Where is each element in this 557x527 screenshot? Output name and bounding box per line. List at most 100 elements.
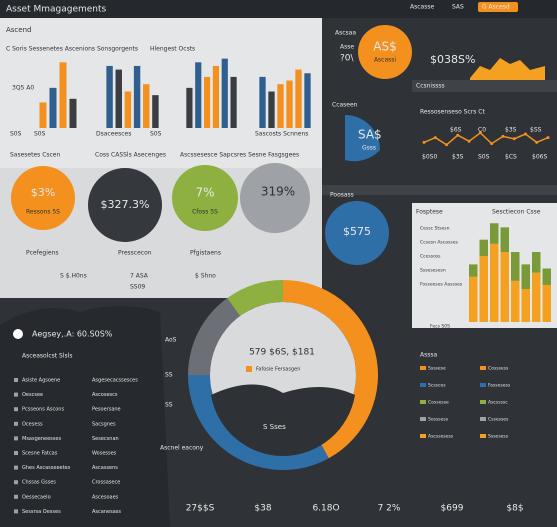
legend-item: Cssesses: [488, 417, 509, 423]
side-label: SS: [165, 402, 173, 409]
panel-title: Ccaseen: [332, 102, 358, 109]
row-label: Scesne Fatcas: [22, 451, 58, 457]
legend-swatch: [420, 366, 426, 370]
line-label: $3S: [505, 127, 517, 134]
bar: [143, 84, 150, 128]
legend-item: Ssssese: [428, 366, 446, 372]
row-label: Oescsee: [22, 392, 43, 398]
bottom-number: 6.18O: [312, 504, 339, 514]
bar: [286, 80, 293, 128]
line-point: [478, 131, 482, 135]
kpi-label: Cfoss 5S: [192, 209, 218, 216]
row-value: Asgesecacssesces: [92, 378, 138, 384]
bar: [277, 84, 284, 128]
list-item: Ccsesn Ascasses: [420, 240, 458, 246]
row-bullet: [14, 378, 18, 382]
bar: [115, 69, 122, 128]
bottom-number: 27$$S: [186, 504, 215, 514]
stacked-bar: [521, 264, 530, 290]
stacked-bar: [542, 284, 551, 322]
side-label: AoS: [165, 337, 177, 344]
line-point: [456, 133, 460, 137]
line-point: [433, 136, 437, 140]
line-point: [535, 140, 539, 144]
kpi-circle: [11, 166, 75, 230]
bar: [59, 62, 67, 128]
stacked-bar: [469, 276, 478, 322]
line-point: [546, 136, 550, 140]
side-value: ?0\: [340, 54, 355, 64]
bar: [69, 98, 77, 128]
bar: [295, 69, 302, 128]
stacked-bar: [500, 252, 509, 322]
legend-swatch: [480, 383, 486, 387]
row-value: Wosesses: [92, 451, 117, 457]
list-item: Ccessoss: [420, 254, 441, 260]
row-label: Ghes Ascasseeetes: [22, 465, 71, 471]
nav-button[interactable]: [478, 2, 518, 12]
decor-area: [470, 58, 545, 82]
line-point: [512, 137, 516, 141]
bar: [106, 65, 113, 128]
line-point: [523, 132, 527, 136]
legend-swatch: [420, 417, 426, 421]
axis-label: S0S: [10, 131, 22, 138]
x-label: S0S: [478, 154, 490, 161]
bar: [259, 76, 266, 128]
row-label: Ocesess: [22, 421, 43, 427]
donut-legend-swatch: [246, 366, 252, 372]
stacked-bar: [490, 223, 499, 244]
nav-item[interactable]: Ascasse: [410, 4, 434, 11]
stacked-bar: [479, 256, 488, 322]
row-label: Msasgeneesses: [22, 436, 61, 442]
badge: [345, 115, 380, 162]
badge-value: AS$: [373, 40, 396, 54]
row-value: Ascassens: [92, 465, 118, 471]
chart-footer: Fecs S0S: [430, 324, 450, 330]
list-item: Fosseeses Aassses: [420, 282, 463, 288]
side-label: SS: [165, 372, 173, 379]
list-item: Sssesesesn: [420, 268, 446, 274]
row-bullet: [14, 494, 18, 499]
nav-item[interactable]: SAS: [452, 4, 464, 11]
kpi-footer: S $.H0ns: [60, 273, 87, 280]
axis-label: S0S: [34, 131, 46, 138]
row-bullet: [14, 407, 18, 412]
badge-label: Gsss: [362, 145, 376, 152]
row-bullet: [14, 451, 18, 455]
row-label: Sessrsa Oesses: [22, 509, 61, 515]
legend-swatch: [420, 400, 426, 404]
side-label: Asse: [340, 44, 354, 51]
stacked-bar: [511, 252, 520, 281]
stacked-bar: [511, 280, 520, 322]
bottom-title: Ascnel eacony: [160, 445, 204, 452]
line-point: [490, 142, 494, 146]
line-point: [501, 134, 505, 138]
legend-item: Sosssess: [428, 417, 449, 423]
caption: Ascssesesce Sapcsres Sesne Fasgsgees: [180, 152, 299, 159]
bar: [304, 73, 311, 128]
bar: [212, 65, 220, 128]
x-label: $06S: [532, 154, 547, 161]
legend-swatch: [480, 366, 486, 370]
donut-segment: [283, 280, 379, 459]
bar: [268, 91, 275, 128]
row-value: Ascesoaes: [92, 494, 119, 500]
chart-subtitle: Ressosenseso Scrs Ct: [420, 109, 485, 116]
caption: Sasesetes Cscen: [10, 152, 61, 159]
stacked-bar: [542, 268, 551, 285]
badge-label: Ascassi: [374, 57, 396, 64]
panel-value: $038S%: [430, 53, 475, 66]
row-value: Crossasece: [92, 480, 120, 486]
chart-title: Fosptese: [416, 209, 443, 216]
nav-item[interactable]: G Ascesd: [482, 4, 510, 11]
chart-title: Sesctiecon Csse: [492, 209, 541, 216]
bottom-number: $38: [254, 504, 271, 514]
stacked-bar: [532, 252, 541, 273]
badge: [325, 201, 389, 265]
badge-value: $575: [343, 225, 371, 238]
axis-label: Dsaceesces: [96, 131, 131, 138]
kpi-label: Ressons 5S: [26, 209, 60, 216]
